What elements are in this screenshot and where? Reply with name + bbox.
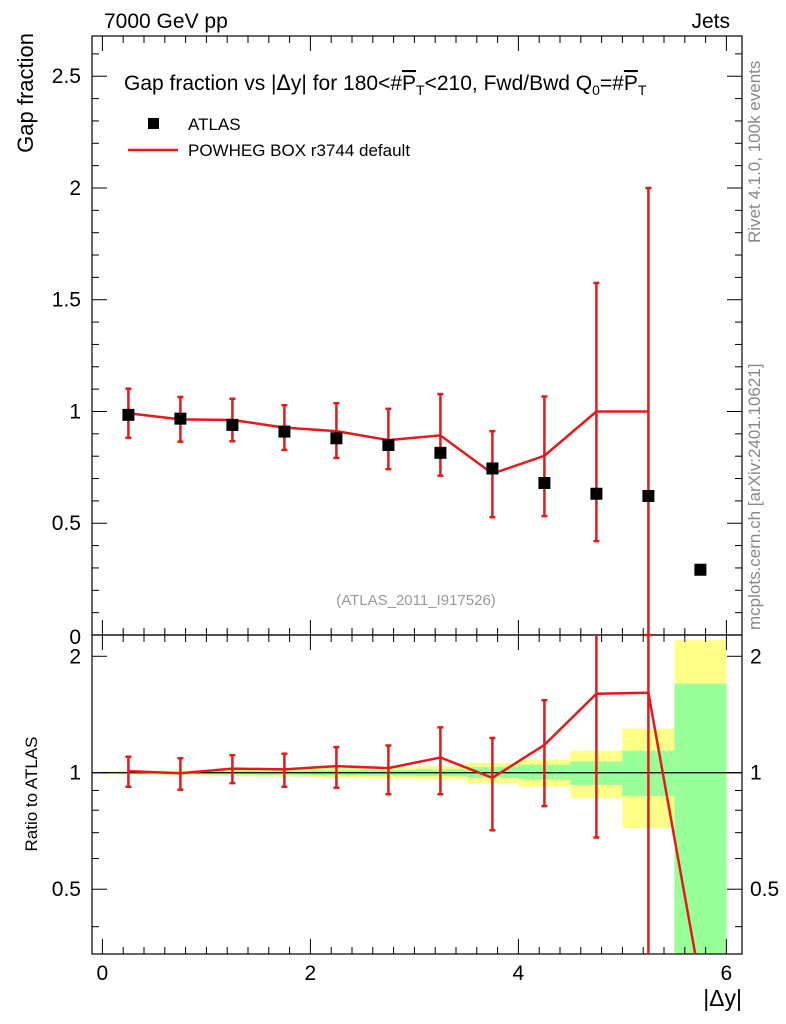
chart-title: Gap fraction vs |Δy| for 180<#PT<210, Fw… (124, 71, 647, 98)
main-y-tick-label: 1 (69, 400, 81, 423)
x-tick-label: 2 (305, 962, 317, 985)
main-data-point (694, 563, 707, 576)
main-data-point (538, 477, 551, 490)
main-data-point (174, 412, 187, 425)
legend-marker-atlas (148, 118, 159, 129)
title-part-g: 0 (592, 82, 600, 98)
ratio-axis-ticks (92, 635, 742, 954)
main-data-point (590, 487, 603, 500)
ratio-y-tick-labels: 0.5 0.5 1 1 2 2 (52, 645, 779, 901)
ratio-y-tick-label-left: 1 (69, 762, 81, 785)
title-part-b: Δ (277, 71, 292, 95)
main-data-point (330, 432, 343, 445)
x-tick-label: 6 (721, 962, 733, 985)
main-data-point (382, 439, 395, 452)
main-y-tick-label: 2.5 (52, 65, 81, 88)
main-data-point (226, 418, 239, 431)
ratio-panel-frame (91, 634, 743, 955)
main-data-point (434, 446, 447, 459)
main-y-tick-labels: 0.5 1 1.5 2 2.5 (52, 65, 81, 535)
title-part-h: =# (600, 72, 624, 95)
header-left: 7000 GeV pp (104, 10, 228, 33)
ratio-mc-series (125, 635, 697, 955)
main-mc-series (125, 186, 652, 637)
title-part-i: P (624, 72, 638, 95)
analysis-watermark: (ATLAS_2011_I917526) (336, 592, 496, 609)
x-axis-label: |Δy| (703, 985, 742, 1011)
x-tick-label: 0 (97, 962, 109, 985)
ratio-mc-line (128, 691, 697, 955)
mcplots-label: mcplots.cern.ch [arXiv:2401.10621] (745, 364, 764, 630)
main-data-point (122, 408, 135, 421)
ratio-band-green (674, 683, 727, 954)
title-part-d: P (402, 72, 416, 95)
main-y-tick-label-zero: 0 (69, 626, 81, 649)
main-data-point (486, 462, 499, 475)
title-part-f: <210, Fwd/Bwd Q (425, 72, 593, 95)
main-y-tick-label: 1.5 (52, 289, 81, 312)
main-ylabel: Gap fraction (13, 33, 38, 153)
rivet-label: Rivet 4.1.0, 100k events (745, 61, 764, 243)
main-y-tick-label: 0.5 (52, 512, 81, 535)
x-tick-labels: 0 2 4 6 (97, 962, 733, 985)
legend: ATLAS POWHEG BOX r3744 default (128, 115, 410, 160)
x-tick-label: 4 (513, 962, 525, 985)
main-axis-ticks (92, 36, 742, 635)
ratio-y-tick-label-left: 0.5 (52, 878, 81, 901)
title-part-e: T (416, 82, 425, 98)
ratio-y-tick-label-right: 1 (750, 762, 762, 785)
title-part-c: y| for 180<# (291, 72, 402, 95)
main-data-series (122, 408, 707, 576)
title-part-j: T (638, 82, 647, 98)
main-data-point (278, 425, 291, 438)
title-part-a: Gap fraction vs | (124, 72, 277, 95)
ratio-y-tick-label-right: 2 (750, 645, 762, 668)
legend-label-powheg: POWHEG BOX r3744 default (188, 141, 410, 160)
ratio-y-tick-label-right: 0.5 (750, 878, 779, 901)
ratio-ylabel: Ratio to ATLAS (22, 737, 41, 852)
main-y-tick-label: 2 (69, 177, 81, 200)
main-data-point (642, 489, 655, 502)
ratio-bands (102, 640, 727, 954)
header-right: Jets (691, 10, 730, 33)
legend-label-atlas: ATLAS (188, 115, 241, 134)
ratio-y-tick-label-left: 2 (69, 645, 81, 668)
